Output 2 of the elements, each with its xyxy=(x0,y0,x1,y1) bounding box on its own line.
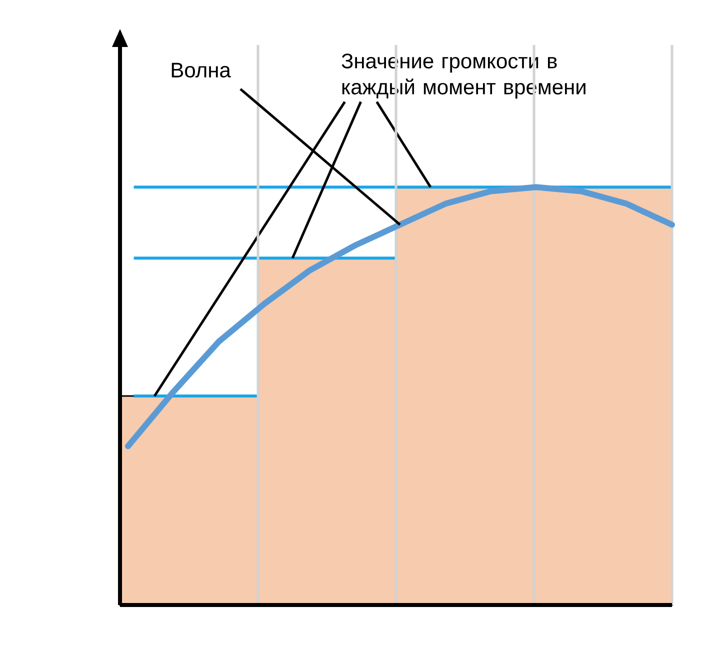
text: Волна xyxy=(172,62,231,78)
text: Значение громкости в каждый момент времени xyxy=(342,54,586,99)
